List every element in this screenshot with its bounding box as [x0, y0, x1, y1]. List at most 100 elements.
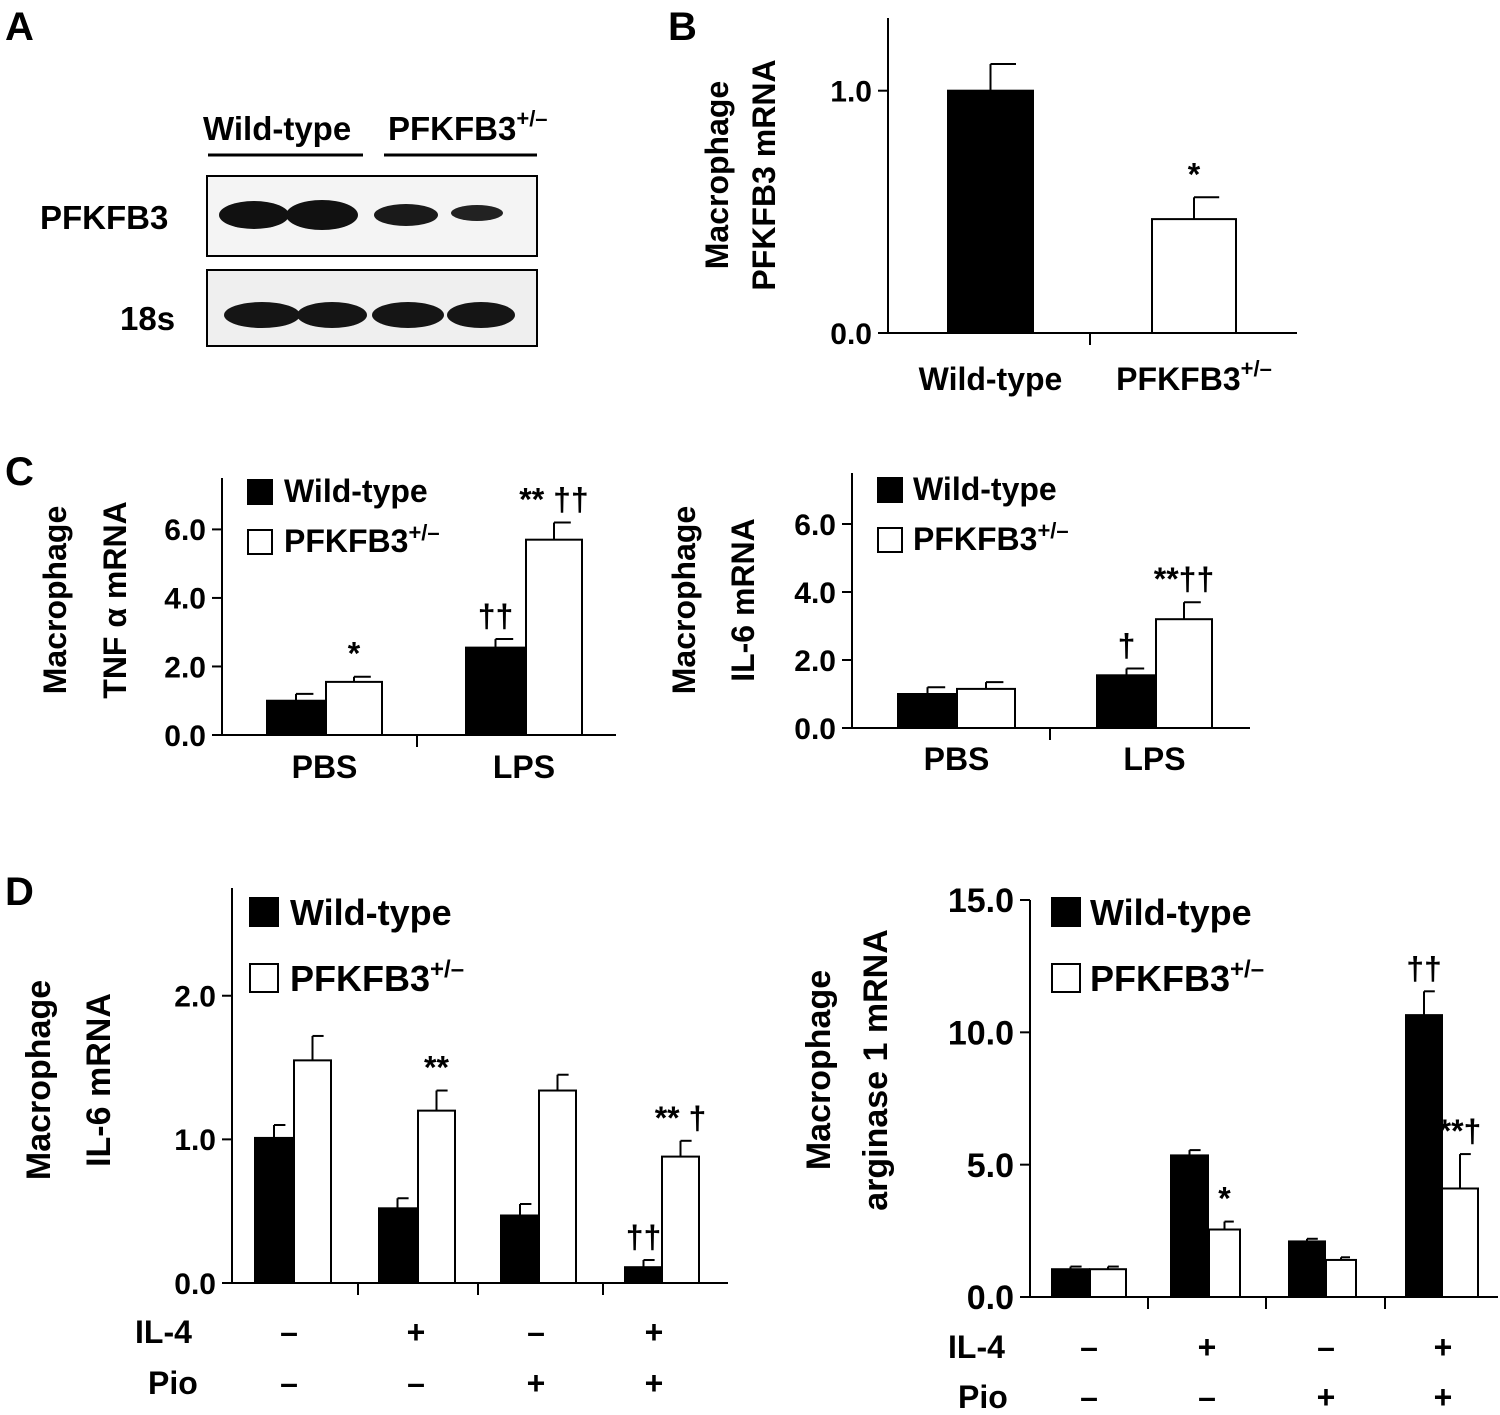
blot-row-label-pfkfb3: PFKFB3 — [40, 199, 168, 236]
y-tick-label: 2.0 — [794, 645, 836, 678]
blot-band — [374, 204, 438, 226]
bar — [293, 1059, 332, 1285]
legend-label-wild-type: Wild-type — [1090, 892, 1252, 933]
y-tick-label: 2.0 — [164, 651, 206, 684]
blot-band — [451, 205, 503, 221]
treatment-sign: + — [1198, 1329, 1217, 1365]
bar — [1096, 674, 1157, 729]
bar — [897, 693, 958, 729]
legend-swatch-pfkfb3 — [247, 529, 273, 555]
y-axis-label: PFKFB3 mRNA — [746, 59, 782, 290]
y-axis-label: TNF α mRNA — [97, 501, 133, 698]
significance-label: **†† — [1154, 561, 1215, 597]
bar — [1170, 1154, 1209, 1298]
bar — [538, 1089, 577, 1284]
y-axis-label: Macrophage — [37, 506, 73, 694]
y-tick-label: 6.0 — [794, 509, 836, 542]
y-tick-label: 0.0 — [967, 1279, 1014, 1317]
treatment-label-pio: Pio — [958, 1379, 1008, 1415]
x-category-label: PBS — [924, 741, 990, 777]
significance-label: †† — [1406, 950, 1442, 986]
bar — [465, 646, 526, 736]
significance-label: * — [1188, 156, 1201, 192]
treatment-sign: – — [527, 1314, 545, 1350]
significance-label: * — [348, 636, 361, 672]
x-category-superscript: +/– — [1241, 356, 1272, 381]
chart-d-il6: 0.0 1.0 2.0 Macrophage IL-6 mRNA ** †† ** † — [20, 888, 728, 1301]
x-category-label: Wild-type — [919, 361, 1063, 397]
bar — [378, 1207, 417, 1284]
legend-label-pfkfb3: PFKFB3+/– — [1090, 956, 1264, 999]
chart-d-arginase: 0.0 5.0 10.0 15.0 Macrophage arginase 1 mRNA *… — [800, 882, 1498, 1317]
significance-label: †† — [478, 598, 514, 634]
treatment-sign: – — [280, 1365, 298, 1401]
legend-d-arginase: Wild-type PFKFB3+/– — [1051, 892, 1264, 999]
chart-b: 0.0 1.0 Macrophage PFKFB3 mRNA Wild-type * PFK… — [699, 18, 1297, 397]
treatment-sign: + — [645, 1365, 664, 1401]
legend-swatch-wild-type — [249, 897, 279, 927]
x-category-label: PFKFB3+/– — [1116, 356, 1272, 397]
y-axis-label: IL-6 mRNA — [80, 993, 118, 1167]
legend-label-pfkfb3: PFKFB3+/– — [284, 520, 440, 559]
bar — [1208, 1228, 1241, 1299]
panel-letter-a: A — [5, 5, 34, 49]
blot-band — [372, 302, 444, 328]
significance-label: † — [1118, 628, 1136, 664]
western-blot: Wild-type PFKFB3+/– PFKFB3 18s — [40, 106, 548, 347]
significance-label: ** — [424, 1050, 449, 1086]
bar — [254, 1136, 294, 1284]
blot-group-pfkfb3: PFKFB3+/– — [388, 106, 548, 147]
blot-band — [297, 302, 367, 328]
significance-label: ** †† — [519, 482, 588, 518]
chart-c-il6: 0.0 2.0 4.0 6.0 Macrophage IL-6 mRNA PBS † **†† L… — [666, 473, 1250, 777]
legend-swatch-wild-type — [1051, 897, 1081, 927]
y-tick-label: 0.0 — [174, 1268, 216, 1301]
legend-label-wild-type: Wild-type — [913, 471, 1057, 507]
bar — [1089, 1268, 1127, 1298]
treatment-sign: + — [1434, 1379, 1453, 1415]
y-tick-label: 2.0 — [174, 981, 216, 1014]
y-tick-label: 0.0 — [830, 318, 872, 351]
legend-label-pfkfb3: PFKFB3+/– — [913, 518, 1069, 557]
treatment-rows-d-right: IL-4 Pio – + – + – – + + — [948, 1329, 1452, 1415]
y-tick-label: 6.0 — [164, 514, 206, 547]
treatment-sign: – — [1317, 1329, 1335, 1365]
bar — [1155, 618, 1213, 730]
legend-label-wild-type: Wild-type — [284, 473, 428, 509]
y-axis-label: arginase 1 mRNA — [857, 929, 895, 1211]
treatment-sign: – — [407, 1365, 425, 1401]
significance-label: * — [1218, 1181, 1231, 1217]
blot-band — [219, 201, 289, 229]
treatment-rows-d-left: IL-4 Pio – + – + – – + + — [135, 1314, 663, 1401]
legend-c-tnf: Wild-type PFKFB3+/– — [247, 473, 440, 559]
blot-group-wild-type: Wild-type — [203, 110, 351, 147]
legend-label-pfkfb3: PFKFB3+/– — [290, 956, 464, 999]
bar — [1405, 1014, 1443, 1298]
panel-letter-d: D — [5, 870, 34, 914]
x-category-label: LPS — [1123, 741, 1185, 777]
bar — [417, 1109, 456, 1284]
y-tick-label: 4.0 — [794, 577, 836, 610]
bar — [1051, 1268, 1090, 1298]
y-tick-label: 10.0 — [948, 1015, 1014, 1053]
y-axis-label: Macrophage — [20, 980, 58, 1180]
legend-label-wild-type: Wild-type — [290, 892, 452, 933]
bar — [325, 680, 383, 736]
y-axis-label: Macrophage — [666, 506, 702, 694]
treatment-sign: – — [1080, 1329, 1098, 1365]
bar — [956, 687, 1016, 730]
bar — [1441, 1187, 1479, 1299]
blot-band — [447, 302, 515, 328]
y-axis-label: Macrophage — [699, 81, 735, 269]
treatment-sign: – — [280, 1314, 298, 1350]
blot-band — [224, 302, 300, 328]
bar — [624, 1266, 663, 1284]
significance-label: **† — [1439, 1113, 1482, 1149]
y-tick-label: 15.0 — [948, 882, 1014, 920]
legend-swatch-pfkfb3 — [877, 527, 903, 553]
treatment-label-il4: IL-4 — [135, 1314, 192, 1350]
blot-row-label-18s: 18s — [120, 300, 175, 337]
y-axis-label: Macrophage — [800, 970, 838, 1170]
y-axis-label: IL-6 mRNA — [725, 518, 761, 682]
